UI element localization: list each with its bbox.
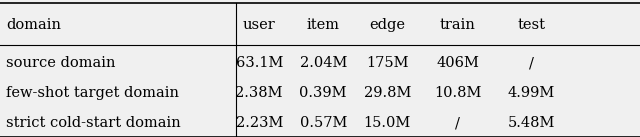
Text: 406M: 406M	[436, 56, 479, 70]
Text: domain: domain	[6, 18, 61, 32]
Text: source domain: source domain	[6, 56, 116, 70]
Text: edge: edge	[369, 18, 405, 32]
Text: /: /	[455, 116, 460, 130]
Text: item: item	[307, 18, 340, 32]
Text: 15.0M: 15.0M	[364, 116, 411, 130]
Text: 2.04M: 2.04M	[300, 56, 347, 70]
Text: few-shot target domain: few-shot target domain	[6, 86, 179, 100]
Text: /: /	[529, 56, 534, 70]
Text: test: test	[517, 18, 545, 32]
Text: 2.23M: 2.23M	[236, 116, 283, 130]
Text: 29.8M: 29.8M	[364, 86, 411, 100]
Text: strict cold-start domain: strict cold-start domain	[6, 116, 181, 130]
Text: 2.38M: 2.38M	[236, 86, 283, 100]
Text: 10.8M: 10.8M	[434, 86, 481, 100]
Text: 0.57M: 0.57M	[300, 116, 347, 130]
Text: 5.48M: 5.48M	[508, 116, 555, 130]
Text: 4.99M: 4.99M	[508, 86, 555, 100]
Text: 175M: 175M	[366, 56, 408, 70]
Text: user: user	[243, 18, 276, 32]
Text: 0.39M: 0.39M	[300, 86, 347, 100]
Text: 63.1M: 63.1M	[236, 56, 283, 70]
Text: train: train	[440, 18, 476, 32]
